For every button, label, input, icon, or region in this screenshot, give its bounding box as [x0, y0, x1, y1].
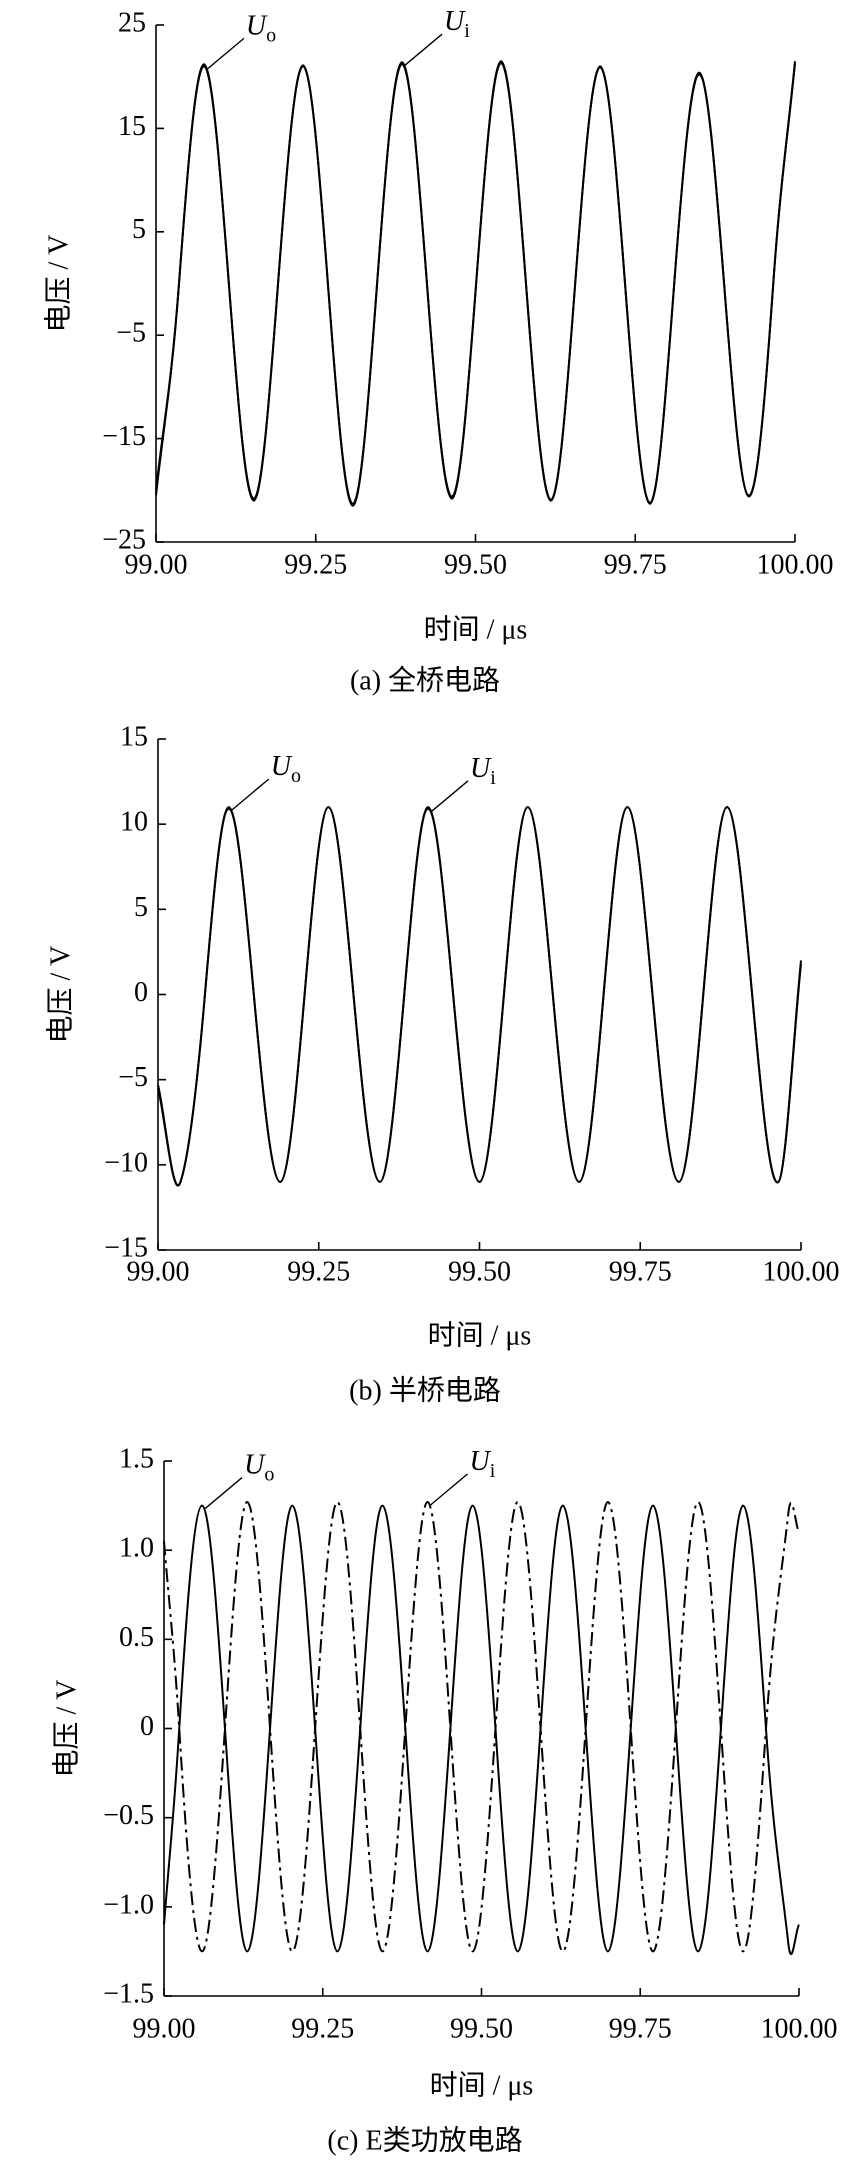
y-tick-label: 15: [120, 721, 148, 752]
x-tick-label: 99.25: [284, 549, 347, 580]
y-axis-label: 电压 / V: [42, 234, 74, 332]
series-label: Uo: [246, 11, 276, 46]
annotation-leader: [430, 780, 469, 813]
annotation-leader: [430, 1473, 468, 1506]
y-tick-label: −25: [102, 524, 146, 555]
y-tick-label: 0: [140, 1711, 154, 1742]
caption: (b) 半桥电路: [349, 1374, 501, 1406]
x-tick-label: 100.00: [757, 549, 834, 580]
y-tick-label: −5: [118, 1062, 148, 1093]
x-tick-label: 99.50: [444, 549, 507, 580]
y-tick-label: 0: [134, 977, 148, 1008]
x-tick-label: 99.25: [287, 1256, 350, 1287]
y-tick-label: −1.0: [103, 1889, 154, 1920]
x-tick-label: 99.75: [604, 549, 667, 580]
y-tick-label: 5: [132, 214, 146, 245]
caption: (a) 全桥电路: [350, 664, 500, 696]
y-tick-label: 15: [118, 111, 146, 142]
annotation-leader: [404, 33, 443, 66]
series-label: Ui: [470, 1446, 496, 1481]
x-tick-label: 100.00: [763, 1256, 840, 1287]
series-line: [163, 1501, 800, 1953]
annotation-leader: [206, 37, 245, 70]
x-tick-label: 100.00: [761, 2013, 838, 2044]
y-tick-label: 0.5: [119, 1622, 154, 1653]
series-line: [163, 1504, 800, 1955]
x-axis-label: 时间 / μs: [430, 2069, 534, 2101]
y-tick-label: −0.5: [103, 1800, 154, 1831]
y-axis-label: 电压 / V: [50, 1679, 82, 1777]
series-label: Uo: [244, 1450, 274, 1485]
y-axis-label: 电压 / V: [44, 945, 76, 1043]
y-tick-label: 1.5: [119, 1443, 154, 1474]
y-tick-label: −1.5: [103, 1978, 154, 2009]
x-tick-label: 99.00: [125, 549, 188, 580]
x-axis-label: 时间 / μs: [428, 1319, 532, 1351]
x-tick-label: 99.50: [448, 1256, 511, 1287]
x-tick-label: 99.00: [127, 1256, 190, 1287]
x-tick-label: 99.50: [450, 2013, 513, 2044]
x-axis-label: 时间 / μs: [424, 613, 528, 645]
y-tick-label: −5: [116, 318, 146, 349]
y-tick-label: 25: [118, 7, 146, 38]
series-line: [155, 60, 796, 505]
y-tick-label: 5: [134, 892, 148, 923]
y-tick-label: −15: [102, 421, 146, 452]
annotation-leader: [204, 1477, 243, 1510]
series-label: Ui: [444, 7, 470, 42]
x-tick-label: 99.00: [133, 2013, 196, 2044]
y-tick-label: −15: [104, 1232, 148, 1263]
y-tick-label: 10: [120, 807, 148, 838]
x-tick-label: 99.25: [291, 2013, 354, 2044]
caption: (c) E类功放电路: [327, 2124, 522, 2156]
series-label: Ui: [470, 753, 496, 788]
x-tick-label: 99.75: [609, 2013, 672, 2044]
y-tick-label: 1.0: [119, 1533, 154, 1564]
series-label: Uo: [271, 752, 301, 787]
annotation-leader: [231, 778, 270, 811]
x-tick-label: 99.75: [609, 1256, 672, 1287]
y-tick-label: −10: [104, 1147, 148, 1178]
series-line: [157, 806, 802, 1187]
